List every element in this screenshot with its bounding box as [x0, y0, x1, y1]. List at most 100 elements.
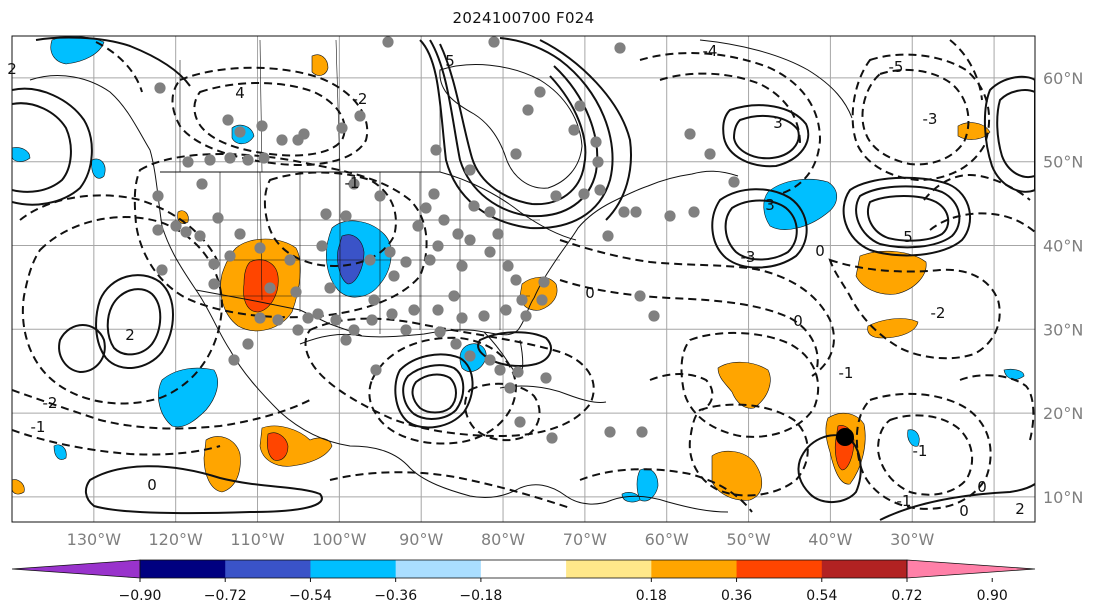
latitude-label: 30°N — [1043, 320, 1083, 339]
observation-marker — [276, 134, 288, 146]
observation-marker — [492, 228, 504, 240]
contour-label: 0 — [585, 284, 595, 302]
observation-marker — [512, 366, 524, 378]
observation-marker — [630, 206, 642, 218]
latitude-label: 20°N — [1043, 404, 1083, 423]
dashed-contour — [133, 153, 428, 319]
observation-marker — [242, 154, 254, 166]
colorbar-outline — [139, 559, 908, 579]
colorbar-segment — [310, 560, 397, 578]
observation-marker — [298, 128, 310, 140]
observation-marker — [494, 364, 506, 376]
dashed-contour — [304, 317, 595, 438]
observation-marker — [254, 242, 266, 254]
observation-marker — [550, 190, 562, 202]
observation-marker — [456, 312, 468, 324]
colorbar-segment — [140, 560, 226, 578]
observation-marker — [256, 120, 268, 132]
negative-anomaly-area — [91, 158, 106, 179]
map-content — [12, 36, 1035, 522]
observation-marker — [510, 148, 522, 160]
observation-marker — [428, 188, 440, 200]
observation-marker — [384, 246, 396, 258]
map-title: 2024100700 F024 — [452, 9, 595, 27]
dashed-contour — [929, 212, 1035, 233]
dashed-contour — [659, 72, 801, 145]
latitude-labels: 60°N 50°N 40°N 30°N 20°N 10°N — [1043, 69, 1083, 507]
observation-marker — [450, 338, 462, 350]
dashed-contour — [876, 414, 974, 496]
dashed-contour — [193, 82, 346, 157]
canada-province-borders — [179, 39, 441, 173]
contour-label: -2 — [353, 90, 368, 108]
dashed-contour — [21, 216, 224, 405]
observation-marker — [574, 100, 586, 112]
dashed-contour — [828, 258, 1001, 360]
observation-marker — [204, 154, 216, 166]
contour-label: 2 — [125, 326, 135, 344]
solid-contour — [12, 102, 72, 193]
solid-contour — [855, 185, 961, 249]
contour-label: 2 — [1015, 500, 1025, 518]
observation-marker — [684, 128, 696, 140]
observation-marker — [284, 254, 296, 266]
colorbar-tick-label: 0.90 — [977, 588, 1008, 604]
observation-marker — [664, 210, 676, 222]
hudson-bay-coastline — [439, 64, 583, 189]
contour-label: 0 — [977, 478, 987, 496]
observation-marker — [604, 426, 616, 438]
dashed-contour — [559, 279, 819, 373]
longitude-labels: 130°W 120°W 110°W 100°W 90°W 80°W 70°W 60°W 50°W… — [67, 530, 935, 549]
solid-contour — [996, 89, 1035, 178]
solid-contour — [84, 465, 323, 515]
contour-label: 5 — [903, 228, 913, 246]
observation-marker — [224, 152, 236, 164]
observation-marker — [264, 282, 276, 294]
observation-marker — [374, 190, 386, 202]
dashed-contour — [949, 39, 983, 101]
observation-marker — [234, 228, 246, 240]
observation-marker — [196, 178, 208, 190]
dashed-contour — [368, 336, 518, 445]
observation-marker — [618, 206, 630, 218]
solid-contour — [439, 43, 587, 206]
observation-marker — [424, 254, 436, 266]
observation-marker — [258, 152, 270, 164]
observation-marker — [368, 294, 380, 306]
solid-contour — [722, 104, 810, 168]
contour-label: 0 — [959, 502, 969, 520]
negative-anomaly-area — [158, 367, 218, 428]
solid-contour — [477, 331, 552, 367]
solid-contour — [842, 176, 971, 257]
longitude-label: 110°W — [230, 530, 285, 549]
solid-contour — [106, 288, 162, 356]
observation-marker — [354, 110, 366, 122]
solid-contour — [419, 37, 614, 230]
colorbar-segment — [736, 560, 823, 578]
contour-label: 0 — [147, 476, 157, 494]
observation-marker — [636, 426, 648, 438]
longitude-label: 130°W — [67, 530, 122, 549]
observation-marker — [546, 432, 558, 444]
observation-marker — [234, 126, 246, 138]
dashed-contour — [923, 174, 1031, 201]
negative-anomaly-area — [12, 147, 31, 162]
observation-marker — [602, 230, 614, 242]
observation-marker — [152, 190, 164, 202]
solid-contour — [797, 434, 862, 503]
observation-marker — [594, 184, 606, 196]
observation-marker — [484, 354, 496, 366]
solid-contour — [711, 188, 808, 269]
positive-anomaly-area — [717, 361, 771, 409]
cuba-coastline — [499, 385, 607, 403]
dashed-contour — [559, 239, 835, 377]
observation-marker — [488, 36, 500, 48]
observation-marker — [456, 260, 468, 272]
solid-contour — [402, 364, 465, 420]
observation-marker — [154, 82, 166, 94]
colorbar-segment — [651, 560, 738, 578]
dashed-contour — [95, 41, 143, 93]
colorbar — [11, 559, 1036, 579]
observation-marker — [366, 314, 378, 326]
greenland-coastline — [699, 39, 853, 119]
